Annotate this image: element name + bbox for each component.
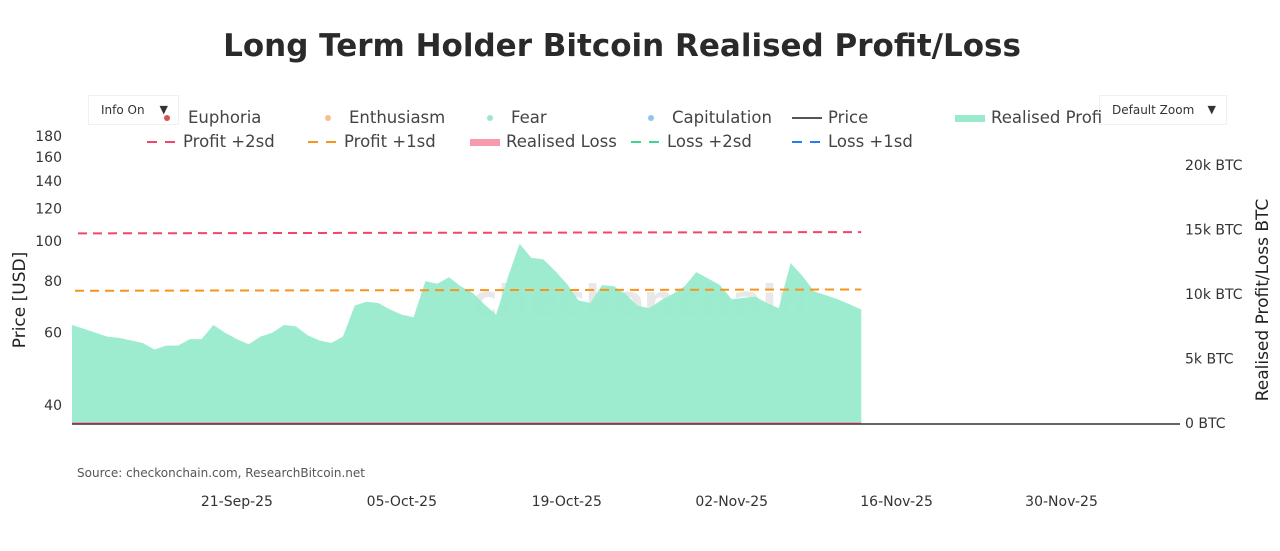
legend-dot-icon <box>152 112 182 124</box>
left-axis-tick: 60 <box>44 325 62 341</box>
left-axis-tick: 80 <box>44 274 62 290</box>
legend-label: Loss +1sd <box>828 132 913 151</box>
x-axis-tick: 19-Oct-25 <box>532 494 602 510</box>
profit-2sd-line <box>77 231 862 235</box>
legend-label: Loss +2sd <box>667 132 752 151</box>
left-axis-tick: 40 <box>44 398 62 414</box>
legend-dash-icon <box>792 136 822 148</box>
right-axis-tick: 15k BTC <box>1185 223 1243 239</box>
x-axis-tick: 02-Nov-25 <box>695 494 768 510</box>
legend-bar-icon <box>955 112 985 124</box>
legend-item[interactable]: Loss +2sd <box>631 132 752 151</box>
legend-label: Realised Loss <box>506 132 617 151</box>
left-axis-tick: 180 <box>35 129 62 145</box>
zoom-dropdown[interactable]: Default Zoom ▼ <box>1099 95 1227 125</box>
legend-label: Price <box>828 108 869 127</box>
legend-dot-icon <box>475 112 505 124</box>
chevron-down-icon: ▼ <box>159 103 168 116</box>
info-toggle-dropdown[interactable]: Info On ▼ <box>88 95 179 125</box>
right-axis-tick: 10k BTC <box>1185 287 1243 303</box>
legend-item[interactable]: Fear <box>475 108 547 127</box>
legend-label: Euphoria <box>188 108 262 127</box>
legend-item[interactable]: Euphoria <box>152 108 261 127</box>
left-axis-tick: 140 <box>35 174 62 190</box>
legend-dash-icon <box>147 136 177 148</box>
x-axis-tick: 05-Oct-25 <box>367 494 437 510</box>
left-axis-tick: 120 <box>35 201 62 217</box>
legend-dot-icon <box>313 112 343 124</box>
legend-label: Profit +1sd <box>344 132 436 151</box>
zoom-dropdown-label: Default Zoom <box>1112 103 1195 117</box>
x-axis-tick: 16-Nov-25 <box>860 494 933 510</box>
legend-item[interactable]: Price <box>792 108 868 127</box>
legend-item[interactable]: Capitulation <box>636 108 772 127</box>
chart-title: Long Term Holder Bitcoin Realised Profit… <box>223 28 1021 64</box>
legend-item[interactable]: Enthusiasm <box>313 108 445 127</box>
legend-item[interactable]: Realised Profi <box>955 108 1102 127</box>
right-axis-tick: 20k BTC <box>1185 158 1243 174</box>
legend-item[interactable]: Realised Loss <box>470 132 617 151</box>
profit-1sd-line <box>74 288 862 292</box>
chevron-down-icon: ▼ <box>1207 103 1216 116</box>
left-axis-label: Price [USD] <box>10 252 30 348</box>
legend-label: Capitulation <box>672 108 772 127</box>
right-axis-label: Realised Profit/Loss BTC <box>1253 199 1273 402</box>
legend-label: Enthusiasm <box>349 108 446 127</box>
right-axis-tick: 0 BTC <box>1185 416 1226 432</box>
legend-label: Realised Profi <box>991 108 1103 127</box>
legend-label: Fear <box>511 108 547 127</box>
legend-label: Profit +2sd <box>183 132 275 151</box>
left-axis-tick: 160 <box>35 150 62 166</box>
left-axis-tick: 100 <box>35 234 62 250</box>
legend-dash-icon <box>631 136 661 148</box>
right-axis-tick: 5k BTC <box>1185 352 1234 368</box>
legend-line-icon <box>792 112 822 124</box>
legend-item[interactable]: Profit +2sd <box>147 132 275 151</box>
legend-dash-icon <box>308 136 338 148</box>
x-axis-tick: 30-Nov-25 <box>1025 494 1098 510</box>
x-axis-tick: 21-Sep-25 <box>201 494 273 510</box>
info-dropdown-label: Info On <box>101 103 145 117</box>
legend-bar-icon <box>470 136 500 148</box>
legend-item[interactable]: Loss +1sd <box>792 132 913 151</box>
legend-item[interactable]: Profit +1sd <box>308 132 436 151</box>
source-note: Source: checkonchain.com, ResearchBitcoi… <box>77 466 365 480</box>
realised-profit-area <box>72 243 862 423</box>
legend-dot-icon <box>636 112 666 124</box>
